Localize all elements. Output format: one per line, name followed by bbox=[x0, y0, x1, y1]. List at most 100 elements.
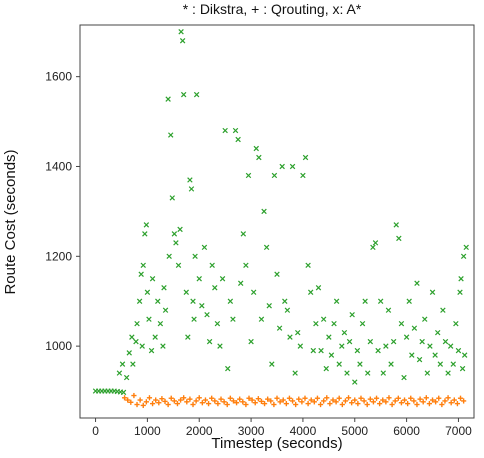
data-point-x bbox=[201, 244, 208, 251]
data-point-plus bbox=[380, 397, 386, 403]
data-point-plus bbox=[156, 400, 162, 406]
data-point-x bbox=[130, 361, 136, 367]
data-point-x bbox=[190, 298, 196, 304]
data-point-x bbox=[300, 172, 306, 179]
data-point-plus bbox=[461, 398, 467, 404]
data-point-plus bbox=[342, 398, 349, 404]
data-point-x bbox=[245, 172, 252, 179]
data-point-x bbox=[429, 289, 436, 295]
data-point-x bbox=[225, 365, 231, 372]
data-point-x bbox=[199, 302, 205, 309]
data-point-plus bbox=[184, 399, 190, 405]
data-point-x bbox=[352, 379, 358, 385]
data-point-x bbox=[346, 338, 353, 345]
data-point-x bbox=[253, 145, 259, 152]
data-point-x bbox=[133, 338, 139, 345]
data-point-x bbox=[432, 352, 438, 358]
data-point-x bbox=[388, 361, 394, 367]
data-point-plus bbox=[268, 398, 274, 404]
data-point-x bbox=[243, 262, 249, 269]
x-tick-label: 7000 bbox=[445, 424, 472, 438]
data-point-plus bbox=[212, 398, 218, 404]
data-point-x bbox=[349, 311, 355, 318]
data-point-plus bbox=[243, 401, 249, 408]
data-point-x bbox=[336, 361, 342, 367]
data-point-x bbox=[375, 347, 381, 354]
data-point-x bbox=[175, 262, 182, 269]
data-point-plus bbox=[333, 399, 339, 405]
x-tick-label: 3000 bbox=[238, 424, 265, 438]
x-tick-label: 6000 bbox=[393, 424, 420, 438]
data-point-plus bbox=[398, 400, 405, 406]
data-point-plus bbox=[249, 397, 255, 403]
data-point-x bbox=[398, 320, 405, 327]
data-point-x bbox=[372, 240, 379, 246]
data-point-plus bbox=[240, 399, 246, 405]
data-point-x bbox=[134, 320, 140, 327]
data-point-x bbox=[377, 298, 384, 304]
chart-title: * : Dikstra, + : Qrouting, x: A* bbox=[183, 1, 362, 17]
data-point-plus bbox=[314, 395, 321, 401]
data-point-x bbox=[196, 276, 202, 282]
data-point-x bbox=[256, 154, 262, 161]
data-point-plus bbox=[205, 401, 212, 407]
data-point-x bbox=[157, 320, 164, 327]
data-point-x bbox=[295, 329, 301, 336]
data-point-x bbox=[307, 289, 314, 295]
data-point-x bbox=[126, 350, 132, 356]
data-point-plus bbox=[196, 395, 202, 401]
data-point-plus bbox=[311, 399, 317, 405]
data-point-plus bbox=[137, 397, 143, 403]
data-point-plus bbox=[224, 401, 230, 408]
data-point-plus bbox=[345, 395, 352, 401]
data-point-x bbox=[318, 347, 324, 354]
data-point-x bbox=[219, 276, 226, 282]
data-point-x bbox=[183, 289, 190, 295]
y-axis-label: Route Cost (seconds) bbox=[2, 149, 19, 294]
data-point-plus bbox=[426, 401, 433, 407]
data-point-x bbox=[416, 356, 423, 363]
data-point-x bbox=[289, 163, 296, 170]
data-point-x bbox=[191, 316, 197, 322]
x-axis-label: Timestep (seconds) bbox=[211, 435, 342, 452]
data-point-x bbox=[123, 374, 130, 381]
data-point-plus bbox=[405, 401, 411, 407]
data-point-plus bbox=[317, 401, 324, 408]
data-point-x bbox=[240, 231, 247, 237]
data-point-x bbox=[313, 320, 319, 327]
data-point-x bbox=[230, 316, 236, 322]
data-point-plus bbox=[392, 398, 398, 404]
data-point-x bbox=[217, 343, 223, 349]
data-point-x bbox=[305, 262, 311, 269]
data-point-x bbox=[187, 177, 193, 183]
data-point-plus bbox=[265, 396, 271, 402]
data-point-plus bbox=[414, 401, 420, 408]
data-point-x bbox=[450, 361, 456, 367]
data-point-x bbox=[424, 370, 431, 376]
data-point-plus bbox=[233, 400, 240, 406]
data-point-x bbox=[453, 320, 459, 327]
y-tick-label: 1000 bbox=[45, 339, 72, 353]
data-point-x bbox=[344, 370, 350, 376]
data-point-x bbox=[315, 285, 322, 291]
data-point-x bbox=[185, 334, 191, 340]
data-point-x bbox=[370, 244, 376, 251]
data-point-plus bbox=[165, 401, 171, 408]
data-point-plus bbox=[355, 401, 361, 407]
data-point-plus bbox=[296, 396, 302, 402]
data-point-x bbox=[279, 163, 285, 170]
data-point-plus bbox=[395, 395, 401, 401]
data-point-plus bbox=[277, 399, 283, 405]
x-axis: 0 1000 2000 3000 4000 5000 6000 7000 bbox=[92, 418, 472, 438]
data-point-plus bbox=[445, 395, 451, 401]
data-point-x bbox=[406, 298, 412, 304]
data-point-x bbox=[331, 320, 337, 327]
data-point-x bbox=[169, 195, 176, 201]
data-point-plus bbox=[289, 398, 296, 404]
data-point-plus bbox=[352, 397, 358, 403]
data-point-x bbox=[447, 343, 454, 349]
data-point-plus bbox=[171, 398, 177, 404]
data-point-plus bbox=[252, 400, 258, 406]
data-point-plus bbox=[401, 397, 408, 403]
data-point-x bbox=[302, 154, 309, 161]
